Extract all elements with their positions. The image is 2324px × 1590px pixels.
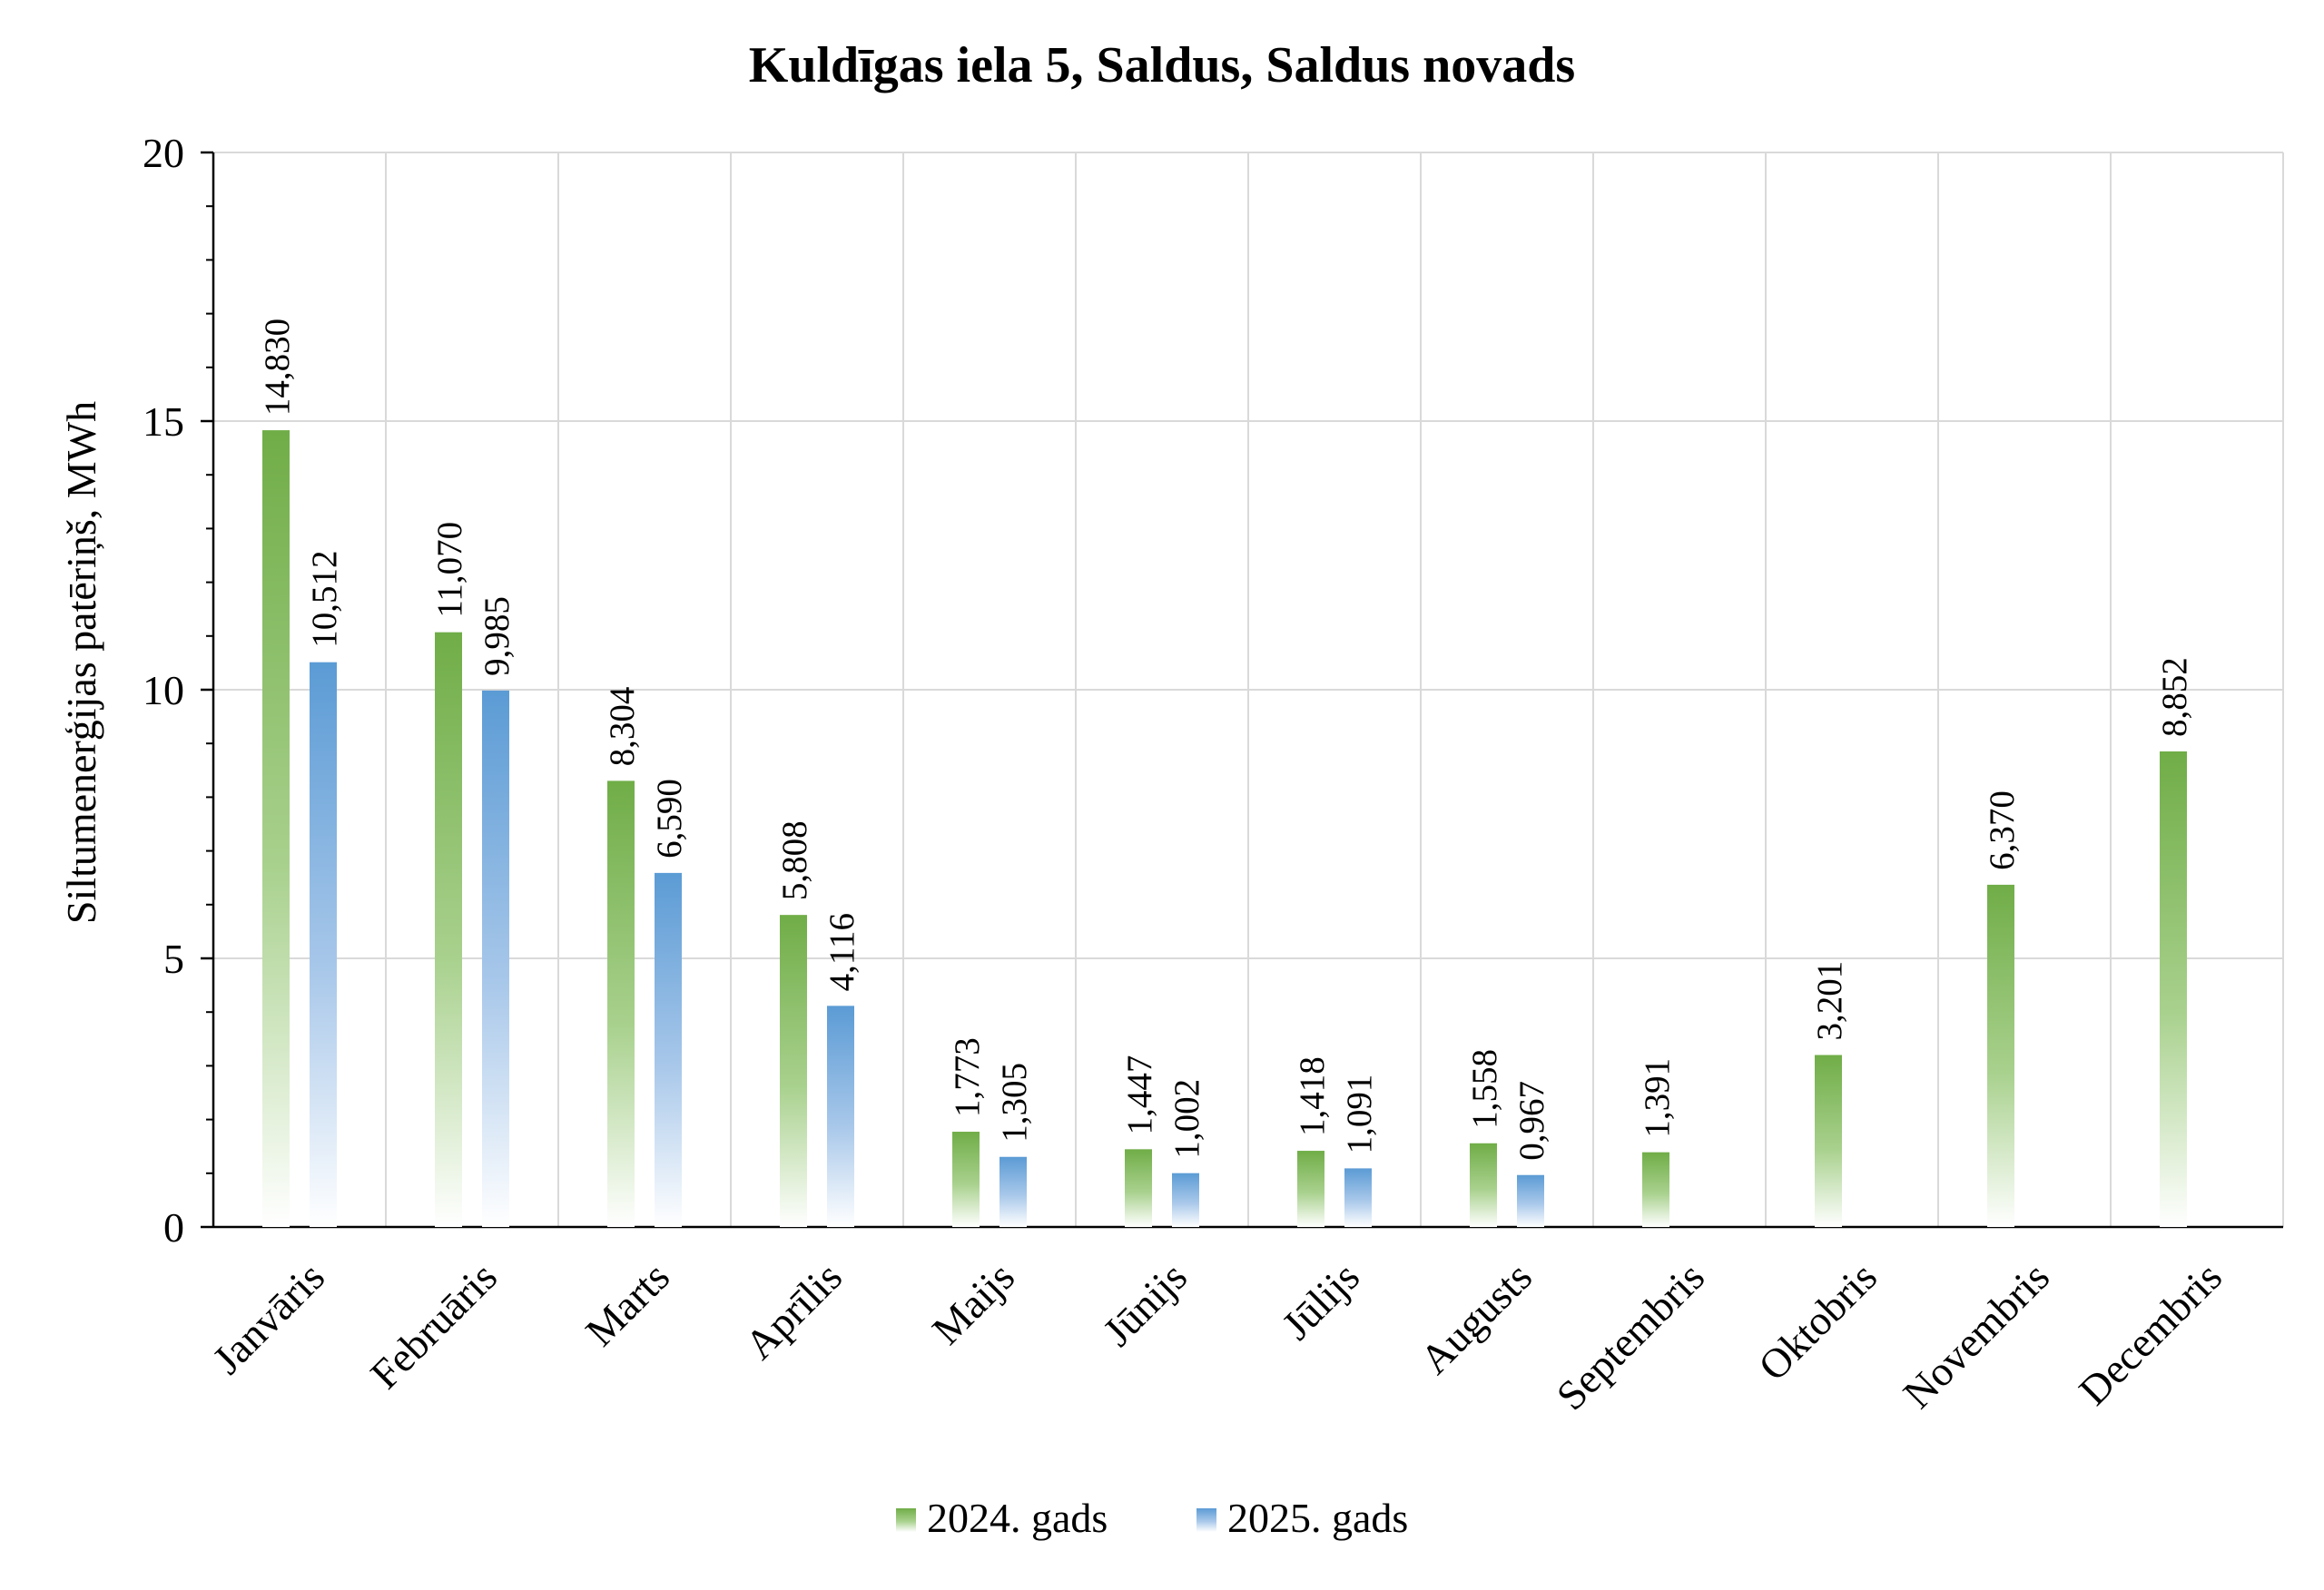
- bar-2025: [1517, 1174, 1544, 1227]
- x-tick-label: Novembris: [1894, 1253, 2058, 1418]
- data-label: 11,070: [430, 522, 469, 618]
- bar-2024: [1815, 1055, 1842, 1227]
- x-tick-label: Februāris: [361, 1253, 506, 1398]
- data-label: 10,512: [305, 550, 344, 647]
- bar-2025: [655, 872, 682, 1227]
- bar-2024: [1125, 1149, 1152, 1227]
- axes: [201, 151, 2283, 1229]
- data-label: 4,116: [822, 913, 862, 991]
- data-label: 8,304: [603, 687, 642, 767]
- x-tick-label: Maijs: [923, 1253, 1023, 1353]
- data-label: 6,590: [650, 779, 689, 859]
- y-tick-label: 15: [143, 398, 184, 445]
- bar-2024: [1297, 1151, 1324, 1227]
- y-tick-label: 10: [143, 667, 184, 713]
- data-label: 5,808: [775, 820, 814, 900]
- data-label: 1,447: [1120, 1055, 1159, 1135]
- data-label: 1,558: [1465, 1049, 1504, 1129]
- bar-2025: [1172, 1173, 1199, 1227]
- bar-2025: [1344, 1168, 1372, 1227]
- data-label: 1,305: [995, 1063, 1034, 1143]
- data-label: 9,985: [478, 596, 517, 676]
- bar-2025: [310, 662, 337, 1227]
- x-tick-label: Decembris: [2070, 1253, 2230, 1414]
- bar-2024: [435, 632, 462, 1227]
- x-tick-label: Septembris: [1548, 1253, 1713, 1418]
- y-tick-label: 20: [143, 130, 184, 176]
- x-tick-label: Janvāris: [203, 1253, 333, 1383]
- x-axis-labels: Janvāris Februāris Marts Aprīlis Maijs Jūnijs…: [203, 1253, 2230, 1418]
- y-axis-ticks: 0 5 10 15 20: [143, 130, 184, 1251]
- data-label: 1,091: [1340, 1075, 1379, 1154]
- chart-title: Kuldīgas iela 5, Saldus, Saldus novads: [749, 37, 1575, 93]
- legend-swatch-2024: [896, 1508, 916, 1532]
- bar-2025: [1000, 1156, 1027, 1227]
- data-label: 6,370: [1983, 790, 2022, 870]
- data-label: 0,967: [1512, 1081, 1551, 1161]
- bars: [262, 430, 2187, 1228]
- legend-label-2025: 2025. gads: [1227, 1495, 1408, 1541]
- legend-swatch-2025: [1196, 1508, 1216, 1532]
- legend: 2024. gads 2025. gads: [896, 1495, 1408, 1541]
- bar-2024: [1987, 884, 2014, 1227]
- x-tick-label: Augusts: [1411, 1253, 1541, 1383]
- y-tick-label: 5: [163, 936, 184, 982]
- bar-2024: [780, 915, 807, 1227]
- data-labels: 14,830 11,070 8,304 5,808 1,773 1,447 1,418 1,5…: [258, 319, 2194, 1161]
- data-label: 1,418: [1293, 1056, 1332, 1136]
- data-label: 1,002: [1167, 1079, 1206, 1159]
- y-tick-label: 0: [163, 1204, 184, 1251]
- bar-2024: [1642, 1152, 1669, 1227]
- gridlines: [213, 152, 2284, 1227]
- y-axis-label: Siltumenerģijas patēriņš, MWh: [58, 401, 104, 924]
- data-label: 3,201: [1810, 961, 1849, 1041]
- bar-2024: [1470, 1143, 1497, 1227]
- data-label: 8,852: [2155, 657, 2194, 737]
- x-tick-label: Jūlijs: [1273, 1253, 1368, 1349]
- bar-2025: [482, 690, 509, 1227]
- bar-2025: [827, 1006, 854, 1227]
- data-label: 1,391: [1638, 1058, 1677, 1138]
- bar-2024: [952, 1132, 980, 1227]
- x-tick-label: Oktobris: [1749, 1253, 1886, 1389]
- data-label: 14,830: [258, 319, 297, 416]
- x-tick-label: Jūnijs: [1094, 1253, 1196, 1355]
- x-tick-label: Aprīlis: [736, 1253, 851, 1368]
- bar-2024: [262, 430, 290, 1228]
- x-tick-label: Marts: [576, 1253, 678, 1355]
- legend-label-2024: 2024. gads: [927, 1495, 1108, 1541]
- bar-2024: [607, 780, 635, 1227]
- bar-2024: [2160, 751, 2187, 1227]
- data-label: 1,773: [948, 1037, 987, 1117]
